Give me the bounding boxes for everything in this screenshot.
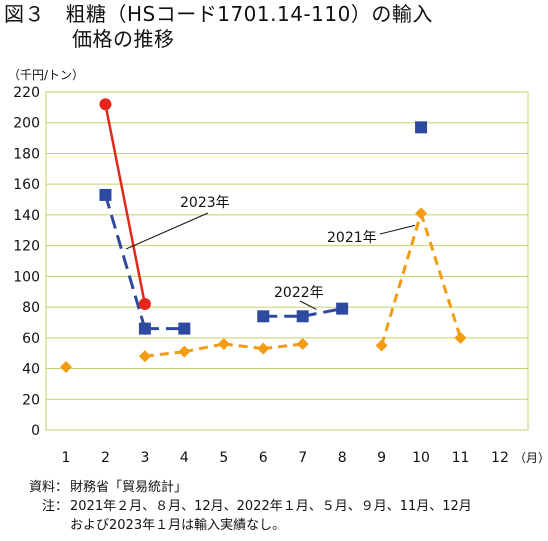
series-2021-leader-line bbox=[379, 224, 416, 235]
series-2021-point bbox=[415, 207, 428, 220]
series-2023-point bbox=[138, 298, 151, 311]
x-tick-label: 6 bbox=[259, 450, 268, 466]
series-2021-point bbox=[375, 339, 388, 352]
y-tick-label: 0 bbox=[31, 423, 40, 439]
series-2022-point bbox=[415, 121, 428, 134]
y-tick-label: 120 bbox=[13, 239, 40, 255]
x-tick-label: 9 bbox=[377, 450, 386, 466]
plot-area bbox=[45, 91, 529, 431]
series-2021-label: 2021年 bbox=[327, 230, 377, 246]
y-tick-label: 220 bbox=[13, 85, 40, 101]
y-tick-label: 100 bbox=[13, 269, 40, 285]
series-2023-point bbox=[99, 98, 112, 111]
series-2021-line bbox=[223, 342, 264, 351]
series-2021-point bbox=[454, 331, 467, 344]
series-2022-line bbox=[302, 307, 343, 318]
series-2021-point bbox=[138, 350, 151, 363]
series-2022-point bbox=[336, 302, 349, 315]
x-tick-label: 7 bbox=[298, 450, 307, 466]
series-2023-leader-line bbox=[125, 212, 209, 250]
x-tick-label: 2 bbox=[101, 450, 110, 466]
footer-notes: 資料： 財務省「貿易統計」 注： 2021年２月、８月、12月、2022年１月、… bbox=[4, 478, 548, 535]
y-axis-unit-label: （千円/トン） bbox=[8, 68, 85, 82]
y-tick-label: 160 bbox=[13, 177, 40, 193]
series-2021-point bbox=[296, 337, 309, 350]
series-2022-leader-line bbox=[299, 300, 317, 310]
series-2022-point bbox=[99, 188, 112, 201]
source-label: 資料： bbox=[28, 480, 68, 495]
series-2023-line bbox=[104, 104, 147, 305]
series-2021-line bbox=[184, 342, 225, 354]
x-tick-label: 5 bbox=[219, 450, 228, 466]
note-line2: および2023年１月は輸入実績なし。 bbox=[70, 518, 286, 533]
series-2021-point bbox=[217, 337, 230, 350]
series-2022-point bbox=[296, 310, 309, 323]
series-2022-label: 2022年 bbox=[274, 285, 324, 301]
x-tick-label: 12 bbox=[491, 450, 509, 466]
note-label: 注： bbox=[41, 499, 68, 514]
series-2022-point bbox=[178, 322, 191, 335]
series-2021-line bbox=[380, 212, 423, 346]
x-tick-label: 4 bbox=[180, 450, 189, 466]
chart-title-line1: 図３ 粗糖（HSコード1701.14-110）の輸入 bbox=[4, 2, 433, 26]
y-tick-label: 80 bbox=[22, 300, 40, 316]
x-tick-label: 1 bbox=[62, 450, 71, 466]
x-tick-label: 10 bbox=[412, 450, 430, 466]
series-2021-line bbox=[419, 212, 462, 339]
series-2021-point bbox=[60, 361, 72, 374]
series-2021-point bbox=[178, 345, 191, 358]
x-axis-unit-label: （月） bbox=[514, 451, 548, 465]
x-tick-label: 3 bbox=[140, 450, 149, 466]
y-tick-label: 20 bbox=[22, 392, 40, 408]
y-tick-label: 200 bbox=[13, 116, 40, 132]
series-2021-line bbox=[144, 350, 185, 358]
x-tick-label: 8 bbox=[338, 450, 347, 466]
series-2022-point bbox=[257, 310, 270, 323]
chart-title: 図３ 粗糖（HSコード1701.14-110）の輸入 価格の推移 bbox=[4, 2, 544, 52]
note-line1: 2021年２月、８月、12月、2022年１月、５月、９月、11月、12月 bbox=[70, 499, 472, 514]
x-tick-label: 11 bbox=[452, 450, 470, 466]
series-2021-point bbox=[257, 342, 270, 355]
series-2023-label: 2023年 bbox=[180, 195, 230, 211]
y-tick-label: 180 bbox=[13, 146, 40, 162]
series-2022-point bbox=[138, 322, 151, 335]
source-text: 財務省「貿易統計」 bbox=[70, 480, 188, 495]
series-2022-line bbox=[104, 194, 147, 330]
y-tick-label: 60 bbox=[22, 331, 40, 347]
chart-title-line2: 価格の推移 bbox=[72, 27, 175, 51]
series-2021-line bbox=[263, 342, 303, 351]
y-tick-label: 40 bbox=[22, 362, 40, 378]
y-tick-label: 140 bbox=[13, 208, 40, 224]
